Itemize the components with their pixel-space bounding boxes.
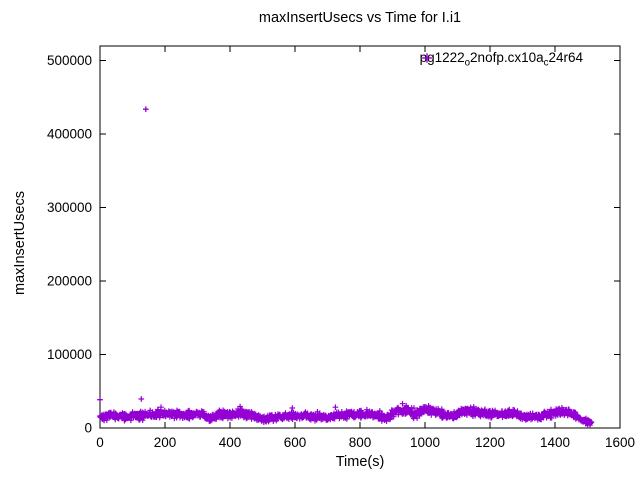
chart-title: maxInsertUsecs vs Time for I.i1 bbox=[258, 10, 462, 26]
plot-border bbox=[99, 45, 621, 429]
x-tick-label: 400 bbox=[219, 435, 242, 450]
y-tick-label: 0 bbox=[84, 421, 92, 436]
outlier-points bbox=[97, 106, 149, 403]
x-tick-label: 600 bbox=[284, 435, 307, 450]
y-tick-label: 500000 bbox=[47, 53, 92, 68]
x-axis-label: Time(s) bbox=[335, 454, 385, 470]
x-tick-label: 800 bbox=[349, 435, 372, 450]
legend-label: pg1222o2nofp.cx10ac24r64 bbox=[419, 49, 583, 69]
y-tick-label: 100000 bbox=[47, 347, 92, 362]
x-tick-label: 1600 bbox=[605, 435, 635, 450]
x-tick-label: 1200 bbox=[475, 435, 505, 450]
x-tick-label: 1400 bbox=[540, 435, 570, 450]
y-axis-label: maxInsertUsecs bbox=[12, 191, 28, 295]
scatter-points bbox=[97, 400, 595, 428]
x-tick-label: 1000 bbox=[410, 435, 440, 450]
legend-entry: pg1222o2nofp.cx10ac24r64 bbox=[419, 49, 583, 69]
y-tick-label: 400000 bbox=[47, 127, 92, 142]
x-tick-label: 200 bbox=[154, 435, 177, 450]
y-tick-label: 200000 bbox=[47, 274, 92, 289]
plus-glyph bbox=[421, 53, 432, 63]
y-tick-label: 300000 bbox=[47, 200, 92, 215]
x-tick-label: 0 bbox=[96, 435, 104, 450]
plus-icon bbox=[421, 53, 432, 63]
